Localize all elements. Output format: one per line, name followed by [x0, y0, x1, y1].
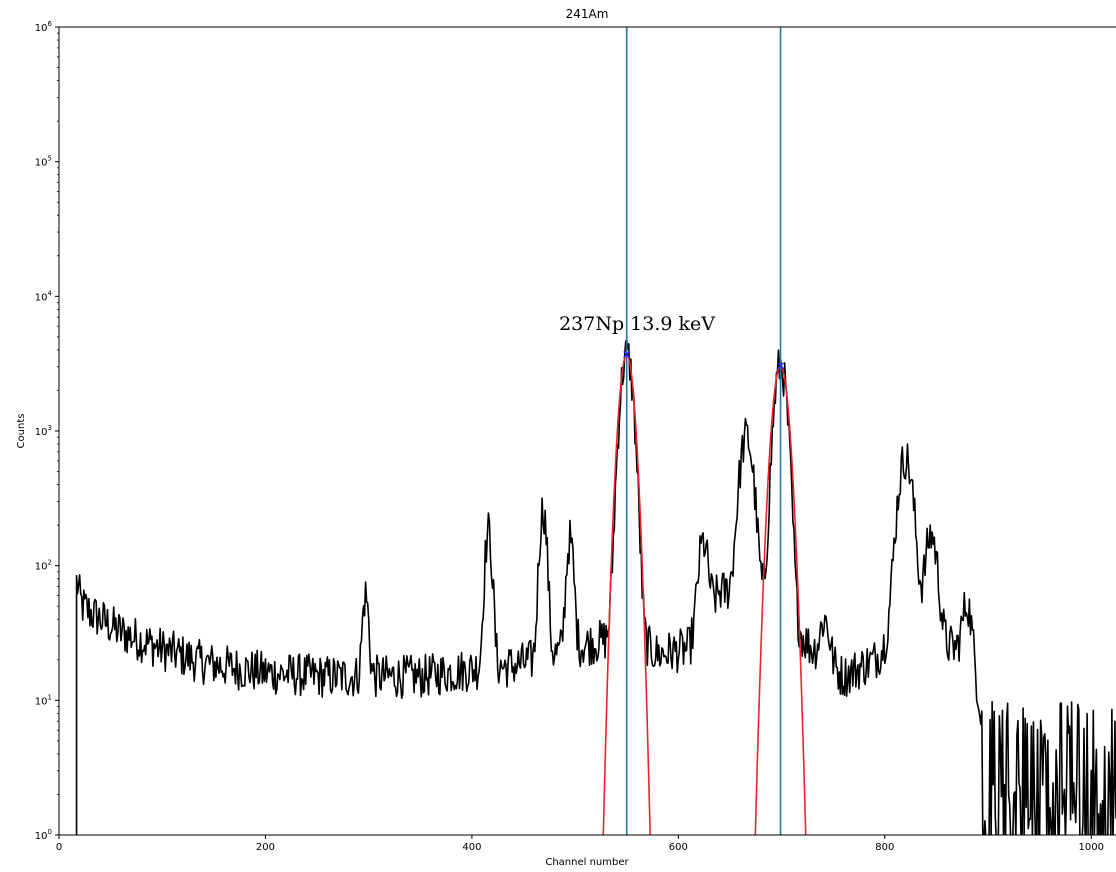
- x-axis-label: Channel number: [545, 857, 629, 868]
- chart-title: 241Am: [566, 7, 609, 21]
- spectrum-line: [75, 338, 1116, 835]
- x-tick-label-0: 0: [56, 842, 62, 853]
- y-tick-label-5: 105: [35, 155, 52, 169]
- y-axis-label: Counts: [16, 414, 27, 449]
- x-tick-label-1000: 1000: [1079, 842, 1104, 853]
- y-tick-label-4: 104: [35, 289, 53, 303]
- peak-marker-2: [777, 362, 784, 370]
- annotation-1: 237Np 13.9 keV: [559, 313, 715, 335]
- y-tick-label-0: 100: [35, 828, 52, 842]
- x-tick-label-400: 400: [462, 842, 481, 853]
- annotations: 237Np 13.9 keV: [559, 313, 715, 335]
- y-tick-label-3: 103: [35, 424, 52, 438]
- x-tick-label-600: 600: [669, 842, 688, 853]
- x-tick-label-800: 800: [875, 842, 894, 853]
- y-tick-label-2: 102: [35, 559, 52, 573]
- peak-marker-1: [623, 351, 631, 358]
- y-tick-label-6: 106: [35, 20, 53, 34]
- x-tick-label-200: 200: [256, 842, 275, 853]
- y-tick-label-1: 101: [35, 693, 52, 707]
- plot-area: [75, 27, 1116, 835]
- axes: 0 200 400 600 800 1000 100 101 102 103 104 105 106: [35, 20, 1116, 853]
